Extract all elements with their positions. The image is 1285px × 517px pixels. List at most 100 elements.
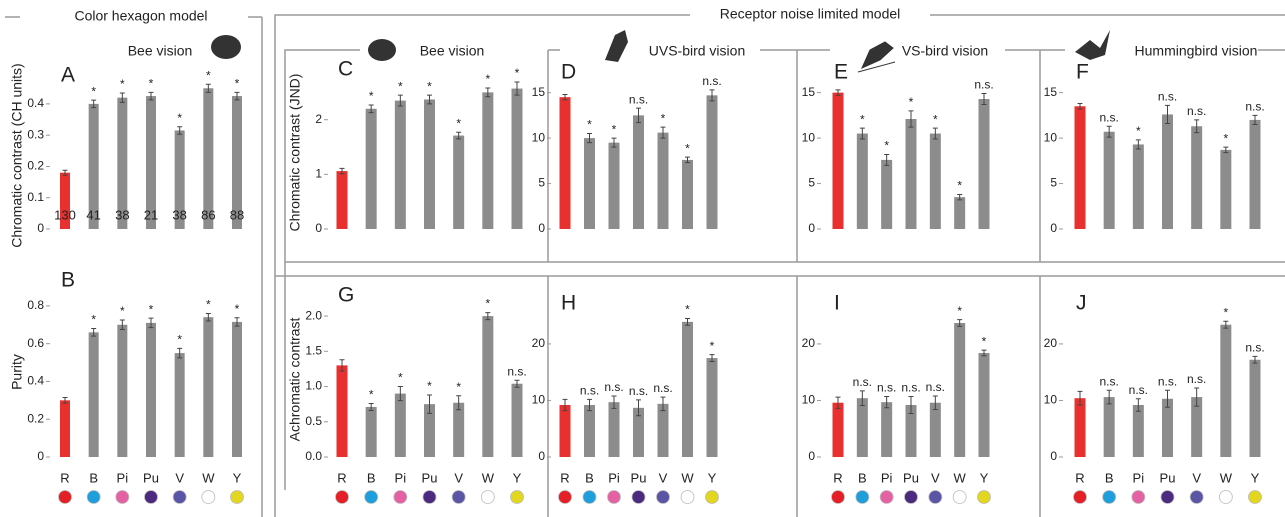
category-dot [364,490,379,504]
panel-letter: B [61,269,75,292]
bar [88,103,99,229]
significance-label: n.s. [1158,374,1177,388]
error-bar [234,317,240,327]
bar [60,400,70,457]
y-tick-label: 20 [802,336,816,350]
error-bar [456,395,462,411]
x-tick-label: Pi [608,470,620,485]
y-tick-label: 10 [1044,393,1058,407]
error-bar [835,89,841,96]
y-tick-label: 15 [532,85,546,99]
panel-letter: C [338,58,353,81]
significance-label: n.s. [580,384,599,398]
error-bar [205,312,211,322]
category-dot [1073,490,1087,504]
x-tick-label: Pu [143,470,159,485]
bar [1074,398,1086,457]
significance-label: * [710,339,715,353]
category-dot [86,490,101,504]
y-tick-label: 0.8 [27,298,44,312]
bar [559,97,571,229]
category-dot [977,490,991,504]
category-dot [928,490,943,504]
significance-label: n.s. [653,381,672,395]
error-bar [1077,390,1083,406]
y-tick-label: 0 [808,449,815,463]
category-dot [451,490,466,504]
significance-label: * [149,302,154,316]
category-dot [1160,490,1175,504]
y-tick-label: 0 [37,449,44,463]
bar [1162,114,1173,229]
y-tick-label: 0 [37,221,44,235]
error-bar [908,396,914,414]
category-dot [510,490,524,504]
bar [174,353,185,457]
bar [203,88,214,230]
significance-label: * [235,302,240,316]
significance-label: * [427,79,432,93]
category-dot [393,490,408,504]
sample-size: 21 [144,207,158,222]
bar [706,358,718,457]
bar [954,197,966,229]
category-dot [230,490,244,504]
y-tick-label: 0.4 [27,374,44,388]
x-tick-label: Pi [1133,470,1145,485]
significance-label: * [369,89,374,103]
panel-letter: E [834,61,848,84]
panel-subtitle: Hummingbird vision [1135,43,1258,59]
y-tick-label: 15 [1044,85,1058,99]
bird-icon [857,41,896,73]
bar [929,133,941,229]
significance-label: * [206,68,211,82]
y-tick-label: 20 [1044,336,1058,350]
panel-letter: G [338,284,354,307]
x-tick-label: V [1192,470,1201,485]
panel-subtitle: Bee vision [420,43,485,59]
category-dot [172,490,187,504]
significance-label: * [515,66,520,80]
error-bar [1223,146,1229,154]
bar [832,402,844,457]
error-bar [685,317,690,326]
significance-label: * [456,116,461,130]
error-bar [709,354,715,362]
significance-label: * [91,313,96,327]
x-tick-label: V [931,470,940,485]
x-tick-label: R [60,470,69,485]
error-bar [1165,389,1170,408]
category-dot [607,490,621,504]
category-dot [1218,490,1233,504]
error-bar [91,328,97,337]
significance-label: * [884,139,889,153]
error-bar [1194,387,1200,407]
significance-label: * [1136,124,1141,138]
bar [706,95,718,229]
significance-label: * [398,371,403,385]
bar [1220,149,1232,229]
error-bar [427,94,432,105]
error-bar [456,131,462,140]
error-bar [1223,320,1229,329]
y-tick-label: 0.0 [305,449,322,463]
error-bar [62,397,68,404]
significance-label: * [398,79,403,93]
x-tick-label: V [454,470,463,485]
y-tick-label: 0 [808,221,815,235]
x-tick-label: Y [980,470,989,485]
significance-label: n.s. [1099,110,1118,124]
error-bar [859,127,865,140]
significance-label: * [982,334,987,348]
error-bar [485,87,491,98]
bar [336,365,348,457]
significance-label: * [933,112,938,126]
y-axis-label: Achromatic contrast [287,318,303,442]
error-bar [685,156,690,164]
category-dot [904,490,918,504]
error-bar [397,386,403,402]
bar [832,92,844,230]
bar [365,108,377,229]
panel-letter: I [834,292,840,315]
bee-icon [368,39,396,61]
